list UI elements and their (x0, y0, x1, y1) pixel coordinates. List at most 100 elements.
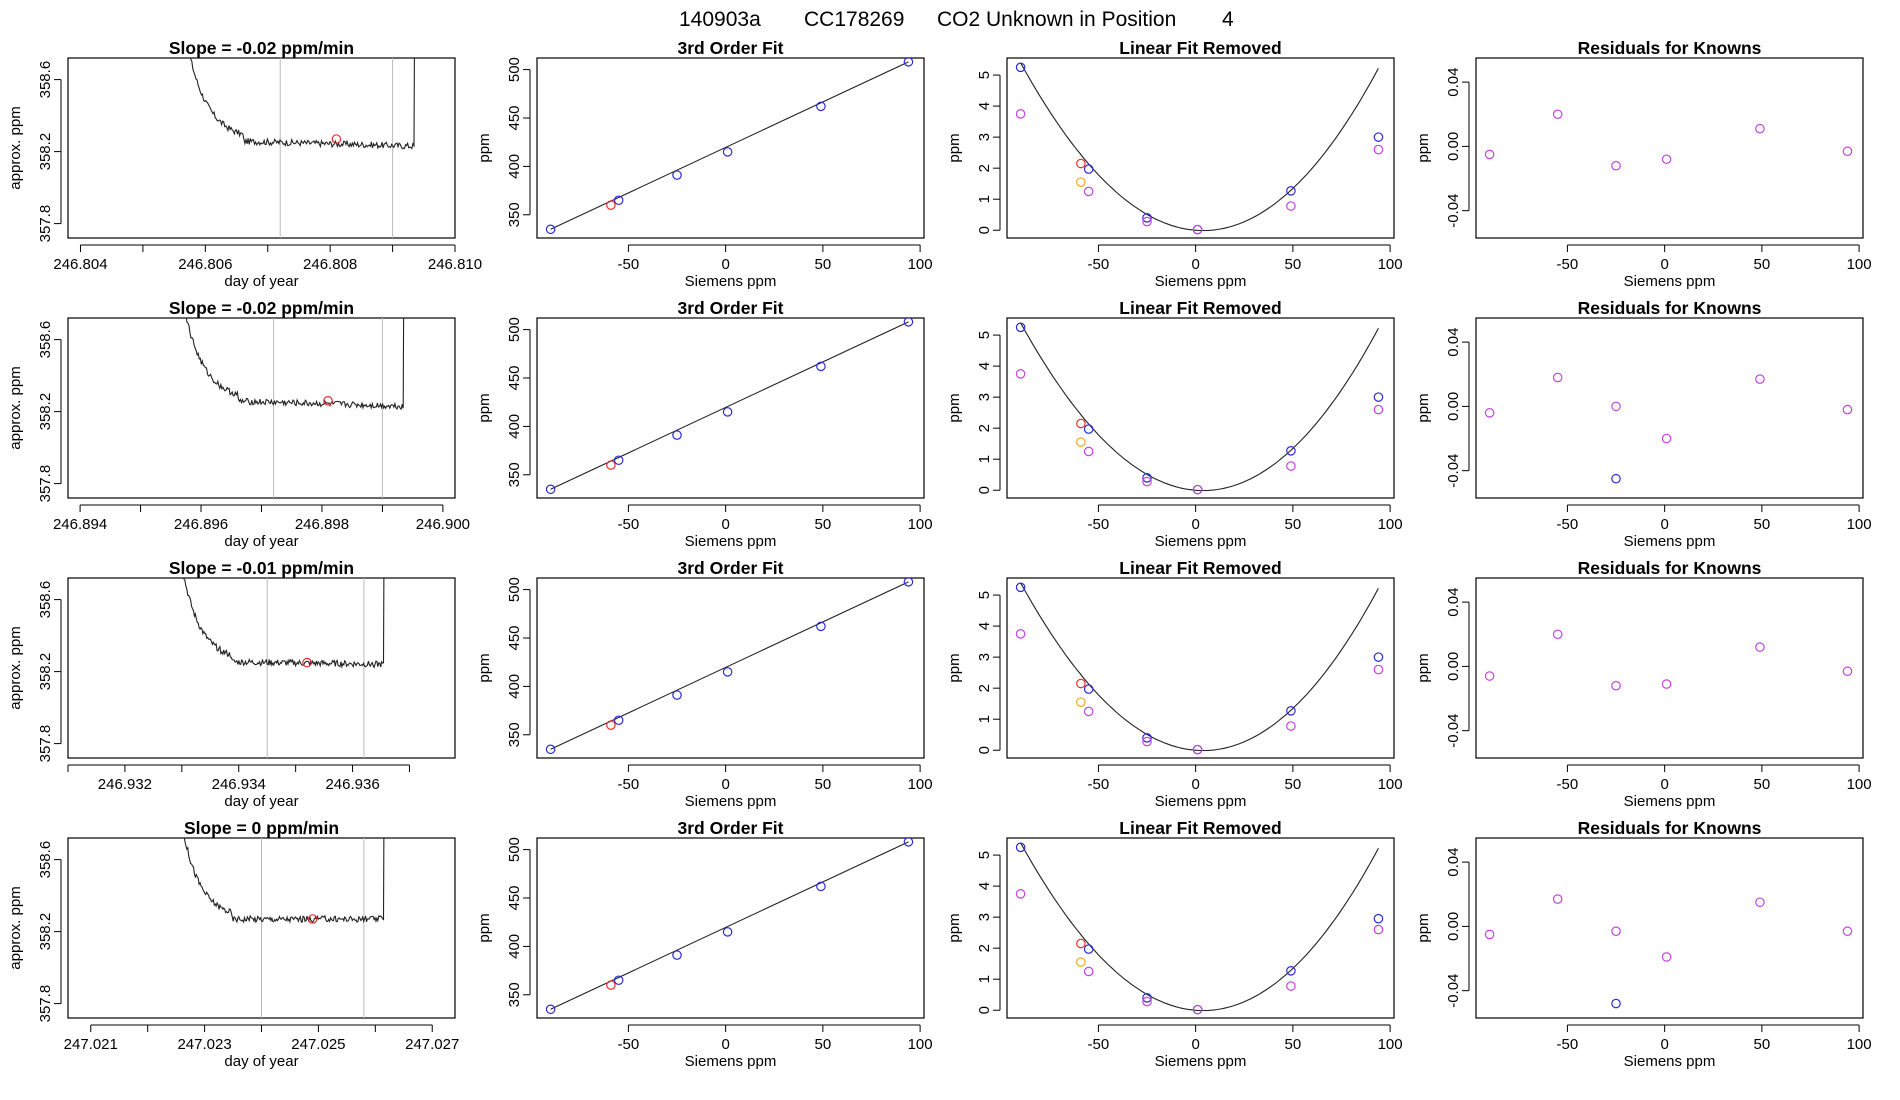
plot-area (545, 578, 914, 755)
y-tick-label: 358.6 (37, 61, 54, 99)
plot-frame (1475, 837, 1864, 1019)
y-tick-label: 5 (976, 851, 993, 859)
y-tick-label: 400 (506, 154, 523, 179)
data-point-magenta (1142, 476, 1152, 487)
data-point-magenta (1286, 201, 1296, 211)
x-tick-label: 100 (1847, 516, 1872, 533)
chart-title: 3rd Order Fit (678, 818, 784, 838)
y-tick-label: 1 (976, 975, 993, 983)
x-tick-label: 246.936 (325, 776, 379, 793)
x-tick-label: 247.021 (64, 1036, 118, 1053)
plot-area (1015, 322, 1384, 495)
data-point-blue (1142, 733, 1152, 743)
plot-area (545, 58, 914, 235)
data-point-magenta (1552, 894, 1563, 904)
y-tick-label: 358.2 (37, 133, 54, 171)
x-tick-label: 50 (1285, 256, 1302, 273)
x-axis-label: Siemens ppm (685, 273, 777, 290)
chart-panel-2-3: Residuals for Knowns -50 0 50 100 Siemens ppm… (1415, 558, 1872, 810)
x-tick-label: 246.804 (53, 256, 107, 273)
data-point-magenta (1755, 123, 1765, 134)
data-point-blue (1373, 913, 1384, 924)
x-tick-label: 246.934 (212, 776, 266, 793)
plot-area (183, 578, 385, 758)
chart-title: Linear Fit Removed (1119, 818, 1281, 838)
y-tick-label: 3 (976, 393, 993, 401)
y-axis-label: approx. ppm (7, 626, 24, 709)
y-tick-label: 0.00 (1445, 392, 1462, 421)
x-tick-label: -50 (1557, 1036, 1579, 1053)
plot-frame (536, 57, 925, 239)
x-tick-label: 0 (721, 516, 729, 533)
plot-area (545, 838, 914, 1015)
x-axis: -50 0 50 100 (618, 244, 933, 273)
data-point-blue (672, 170, 682, 180)
y-tick-label: 400 (506, 674, 523, 699)
fit-curve (1020, 62, 1379, 232)
x-axis: -50 0 50 100 (1088, 504, 1403, 533)
y-tick-label: 357.8 (37, 205, 54, 243)
x-axis-label: Siemens ppm (1624, 793, 1716, 810)
data-point-magenta (1842, 666, 1853, 677)
y-tick-label: 0.04 (1445, 68, 1462, 97)
chart-panel-0-1: 3rd Order Fit -50 0 50 100 Siemens ppm 350 400 4… (476, 38, 933, 290)
data-point-blue (1286, 186, 1296, 196)
x-tick-label: 100 (908, 516, 933, 533)
y-tick-label: 0 (976, 486, 993, 494)
data-point-magenta (1661, 952, 1672, 962)
x-tick-label: 100 (1378, 256, 1403, 273)
y-axis-label: ppm (1415, 133, 1432, 162)
data-point-magenta (1552, 372, 1563, 383)
x-tick-label: 50 (1754, 256, 1771, 273)
x-axis: -50 0 50 100 (1557, 504, 1872, 533)
data-point-magenta (1611, 926, 1621, 937)
data-point-blue (903, 578, 914, 587)
x-tick-label: -50 (1557, 516, 1579, 533)
y-axis: -0.04 0.00 0.04 (1445, 68, 1470, 228)
y-tick-label: 358.6 (37, 841, 54, 879)
y-tick-label: 2 (976, 944, 993, 952)
x-tick-label: -50 (618, 776, 640, 793)
y-tick-label: 357.8 (37, 985, 54, 1023)
data-point-blue (722, 667, 733, 677)
plot-frame (1006, 837, 1395, 1019)
data-point-blue (1611, 998, 1621, 1009)
y-axis-label: ppm (946, 653, 963, 682)
data-point-blue (816, 101, 826, 112)
chart-title: Linear Fit Removed (1119, 558, 1281, 578)
x-axis: 246.804 246.806 246.808 246.810 (53, 244, 482, 273)
mean-marker (331, 134, 342, 144)
chart-title: Slope = 0 ppm/min (184, 818, 339, 838)
y-tick-label: 500 (506, 57, 523, 82)
plot-area (1484, 629, 1853, 691)
chart-title: 3rd Order Fit (678, 38, 784, 58)
data-point-blue (613, 195, 624, 206)
y-tick-label: 3 (976, 133, 993, 141)
x-axis-label: Siemens ppm (1155, 533, 1247, 550)
x-tick-label: -50 (618, 256, 640, 273)
x-axis: -50 0 50 100 (1557, 764, 1872, 793)
y-tick-label: 4 (976, 622, 993, 630)
data-point-magenta (1286, 461, 1296, 471)
x-axis: -50 0 50 100 (1557, 244, 1872, 273)
data-point-magenta (1373, 404, 1384, 415)
x-tick-label: 100 (1378, 516, 1403, 533)
x-axis: 247.021 247.023 247.025 247.027 (64, 1024, 459, 1053)
data-point-blue (1083, 164, 1094, 174)
chart-panel-1-3: Residuals for Knowns -50 0 50 100 Siemens ppm… (1415, 298, 1872, 550)
data-point-blue (1286, 706, 1296, 716)
data-point-magenta (1484, 149, 1495, 160)
plot-area (1484, 372, 1853, 484)
y-axis: 357.8 358.2 358.6 (37, 61, 62, 243)
y-tick-label: 500 (506, 317, 523, 342)
x-tick-label: 0 (721, 776, 729, 793)
data-point-magenta (1083, 446, 1094, 457)
x-tick-label: 100 (908, 776, 933, 793)
x-tick-label: 246.900 (416, 516, 470, 533)
chart-panel-3-1: 3rd Order Fit -50 0 50 100 Siemens ppm 350 400 4… (476, 818, 933, 1070)
data-point-magenta (1015, 369, 1026, 379)
data-point-blue (1015, 322, 1026, 333)
